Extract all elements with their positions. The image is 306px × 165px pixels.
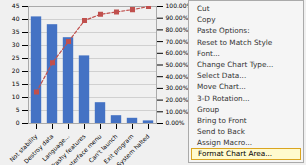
svg-text:35: 35	[12, 28, 20, 35]
svg-text:0.00%: 0.00%	[166, 119, 185, 126]
svg-text:40.00%: 40.00%	[166, 73, 189, 80]
svg-text:10: 10	[12, 93, 20, 100]
svg-text:80.00%: 80.00%	[166, 26, 189, 33]
svg-text:15: 15	[12, 80, 20, 87]
svg-text:30.00%: 30.00%	[166, 84, 189, 91]
svg-text:100.00%: 100.00%	[165, 2, 193, 10]
html-text:Cut: Cut	[197, 4, 210, 13]
svg-text:60.00%: 60.00%	[166, 49, 189, 56]
svg-text:0: 0	[16, 119, 20, 126]
svg-text:30: 30	[12, 41, 20, 48]
html-text:3-D Rotation...: 3-D Rotation...	[197, 93, 250, 103]
svg-text:Can't launch: Can't launch	[87, 132, 119, 164]
html-text:Format Chart Area...: Format Chart Area...	[198, 149, 273, 159]
svg-text:20: 20	[12, 67, 20, 74]
svg-text:Not stability: Not stability	[7, 132, 39, 164]
svg-text:25: 25	[12, 54, 20, 61]
svg-text:10.00%: 10.00%	[166, 108, 189, 115]
svg-text:Language...: Language...	[40, 132, 71, 163]
svg-text:50.00%: 50.00%	[166, 61, 189, 68]
html-text:Reset to Match Style: Reset to Match Style	[197, 37, 273, 47]
html-text:Bring to Front: Bring to Front	[197, 115, 247, 125]
html-text:Paste Options:: Paste Options:	[197, 26, 250, 36]
svg-text:90.00%: 90.00%	[166, 14, 189, 21]
html-text:Move Chart...: Move Chart...	[197, 82, 246, 92]
svg-text:40: 40	[12, 15, 20, 22]
html-text:Assign Macro...: Assign Macro...	[197, 138, 253, 148]
svg-text:45: 45	[12, 2, 20, 9]
html-text:Group: Group	[197, 104, 220, 114]
html-text:Select Data...: Select Data...	[197, 71, 247, 81]
svg-text:20.00%: 20.00%	[166, 96, 189, 103]
html-text:Send to Back: Send to Back	[197, 127, 246, 137]
html-text:Font...: Font...	[197, 48, 220, 58]
svg-text:System halted: System halted	[115, 132, 151, 165]
html-text:Change Chart Type...: Change Chart Type...	[197, 59, 274, 69]
svg-text:70.00%: 70.00%	[166, 38, 189, 45]
html-text:Copy: Copy	[197, 15, 216, 25]
svg-text:5: 5	[16, 106, 20, 113]
